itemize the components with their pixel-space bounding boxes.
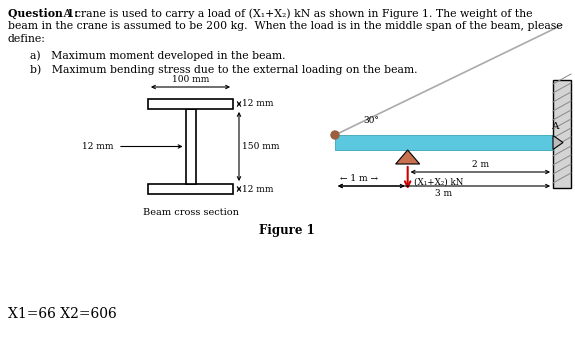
Text: ← 1 m →: ← 1 m → [340,174,378,183]
Text: Beam cross section: Beam cross section [143,208,239,217]
Polygon shape [553,135,563,149]
Text: 12 mm: 12 mm [242,100,274,108]
Text: 3 m: 3 m [435,189,453,198]
Text: beam in the crane is assumed to be 200 kg.  When the load is in the middle span : beam in the crane is assumed to be 200 k… [8,21,562,31]
Text: 150 mm: 150 mm [242,142,279,151]
Text: (X₁+X₂) kN: (X₁+X₂) kN [413,177,463,186]
Text: 100 mm: 100 mm [172,75,209,84]
Text: X1=66 X2=606: X1=66 X2=606 [8,307,117,321]
Text: b)   Maximum bending stress due to the external loading on the beam.: b) Maximum bending stress due to the ext… [30,64,417,75]
Bar [148,184,233,194]
Text: a)   Maximum moment developed in the beam.: a) Maximum moment developed in the beam. [30,50,286,61]
Polygon shape [396,150,420,164]
Bar [335,135,553,150]
Text: Question 1:: Question 1: [8,8,78,19]
Circle shape [331,131,339,139]
Text: define:: define: [8,34,46,44]
Text: 30°: 30° [363,116,379,125]
Bar [553,80,571,188]
Bar [148,99,233,109]
Bar [186,109,196,184]
Text: 12 mm: 12 mm [82,142,113,151]
Text: Figure 1: Figure 1 [259,224,315,237]
Text: 12 mm: 12 mm [242,184,274,194]
Text: A: A [551,122,558,131]
Text: 2 m: 2 m [472,160,489,169]
Text: A crane is used to carry a load of (X₁+X₂) kN as shown in Figure 1. The weight o: A crane is used to carry a load of (X₁+X… [60,8,532,18]
